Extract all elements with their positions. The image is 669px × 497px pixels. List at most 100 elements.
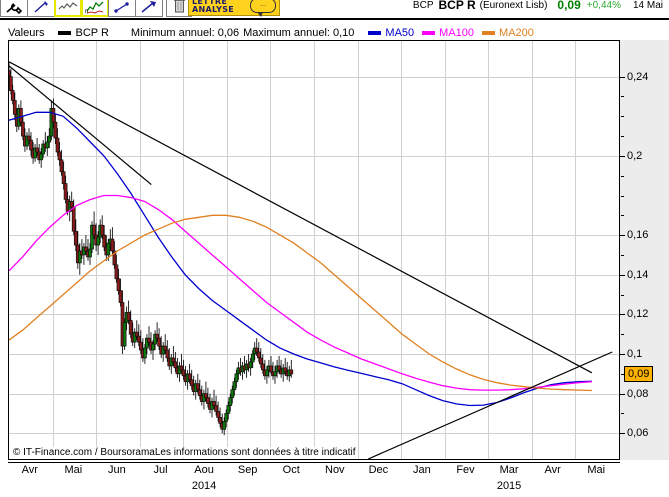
- y-minor-tick: [621, 96, 624, 98]
- y-tick-mark: [620, 274, 625, 276]
- curve-tool-button[interactable]: [54, 0, 82, 17]
- legend-annual-max: Maximum annuel: 0,10: [243, 27, 355, 39]
- arrow-icon: [140, 0, 158, 14]
- arrow-tool-button[interactable]: [135, 0, 163, 17]
- x-tick-label: Oct: [282, 464, 300, 476]
- ma100-color-swatch: [422, 31, 436, 35]
- legend-serie-label: BCP R: [75, 27, 109, 39]
- wrench-icon: [5, 0, 23, 14]
- current-price-badge: 0,09: [624, 365, 654, 382]
- curve-icon: [58, 1, 78, 13]
- plot-bottom-rule: [8, 459, 620, 460]
- lettre-analyse-line1: LETTRE: [192, 0, 228, 6]
- price-axis: 0,24 0,2 0,16 0,14 0,12 0,1 0,08 0,06 0,09: [620, 40, 669, 460]
- x-year-label: 2015: [496, 480, 522, 492]
- ma50-color-swatch: [368, 31, 382, 35]
- pen-icon: [33, 0, 49, 14]
- axis-separator: [8, 462, 620, 463]
- legend-ma200-label: MA200: [499, 27, 534, 39]
- trendline-short-resistance: [9, 65, 152, 186]
- x-tick-label: Nov: [325, 464, 345, 476]
- legend-item-serie[interactable]: BCP R: [58, 27, 109, 39]
- toolbar-button-group: n: [0, 0, 192, 18]
- y-tick-mark: [620, 235, 625, 237]
- copyright-notice: © IT-Finance.com / BoursoramaLes informa…: [12, 447, 357, 458]
- x-tick-label: Avr: [21, 464, 38, 476]
- ticker-date: 14 Mai: [632, 0, 663, 11]
- y-tick-label: 0,2: [627, 149, 643, 162]
- legend-item-ma200[interactable]: MA200: [482, 27, 534, 39]
- speech-bubble-icon: ...: [250, 0, 276, 17]
- y-minor-tick: [621, 254, 624, 256]
- y-minor-tick: [621, 334, 624, 336]
- x-tick-label: Mai: [587, 464, 606, 476]
- legend-annual-min: Minimum annuel: 0,06: [130, 27, 240, 39]
- x-year-label: 2014: [191, 480, 217, 492]
- price-chart-plot[interactable]: [8, 40, 620, 460]
- indicator-tool-button[interactable]: n: [81, 0, 109, 17]
- y-minor-tick: [621, 136, 624, 138]
- x-tick-label: Jan: [413, 464, 431, 476]
- chart-canvas: [9, 41, 619, 459]
- y-minor-tick: [621, 215, 624, 217]
- wrench-tool-button[interactable]: [0, 0, 28, 17]
- ticker-code: BCP: [412, 0, 434, 11]
- x-tick-label: Sep: [237, 464, 258, 476]
- ma-line-MA200: [9, 214, 592, 392]
- y-minor-tick: [621, 413, 624, 415]
- legend-ma100-label: MA100: [439, 27, 475, 39]
- segment-tool-button[interactable]: [108, 0, 136, 17]
- y-tick-mark: [620, 354, 625, 355]
- y-minor-tick: [621, 175, 624, 177]
- ma-line-MA100: [9, 194, 592, 391]
- date-axis: Avr Mai Jun Jul Aou Sep Oct Nov Dec Jan Fev Mar Avr M…: [8, 462, 620, 497]
- ticker-change: +0,44%: [586, 0, 621, 11]
- trendline-descending-resistance: [9, 61, 593, 374]
- x-tick-label: Fev: [456, 464, 475, 476]
- ticker-market: (Euronext Lisb): [479, 0, 548, 11]
- toolbar: n LETTRE ANALYSE: [0, 0, 669, 20]
- y-tick-label: 0,08: [627, 387, 649, 400]
- x-tick-label: Dec: [368, 464, 389, 476]
- lettre-analyse-button[interactable]: LETTRE ANALYSE ...: [188, 0, 280, 17]
- x-tick-label: Jun: [108, 464, 126, 476]
- legend-item-ma50[interactable]: MA50: [368, 27, 414, 39]
- pen-tool-button[interactable]: [27, 0, 55, 17]
- y-tick-mark: [620, 314, 625, 316]
- y-tick-label: 0,14: [627, 268, 649, 281]
- y-tick-label: 0,1: [627, 348, 643, 360]
- delete-button[interactable]: [166, 0, 192, 17]
- legend-item-ma100[interactable]: MA100: [422, 27, 474, 39]
- y-tick-label: 0,06: [627, 427, 649, 440]
- x-tick-label: Avr: [544, 464, 561, 476]
- legend-ma50-label: MA50: [385, 27, 415, 39]
- indicator-icon: n: [85, 0, 105, 14]
- ma200-color-swatch: [482, 31, 496, 35]
- legend-title: Valeurs: [8, 27, 45, 39]
- y-minor-tick: [621, 116, 624, 118]
- x-tick-label: Mar: [499, 464, 519, 476]
- y-minor-tick: [621, 294, 624, 296]
- y-minor-tick: [621, 373, 624, 375]
- x-tick-label: Mai: [64, 464, 83, 476]
- y-tick-label: 0,12: [627, 308, 649, 321]
- ticker-price: 0,09: [557, 0, 581, 12]
- segment-icon: [113, 1, 131, 14]
- svg-text:n: n: [85, 9, 88, 14]
- y-tick-label: 0,16: [627, 229, 649, 242]
- lettre-analyse-line2: ANALYSE: [192, 5, 235, 14]
- trendline-ascending-support: [367, 351, 613, 459]
- trash-icon: [173, 0, 185, 16]
- ticker-bar: BCP BCP R (Euronext Lisb) 0,09 +0,44% 14…: [413, 0, 663, 14]
- y-tick-label: 0,24: [627, 70, 649, 83]
- y-tick-mark: [620, 76, 625, 78]
- y-tick-mark: [620, 393, 625, 395]
- x-tick-label: Jul: [153, 464, 168, 476]
- y-tick-mark: [620, 155, 625, 157]
- chart-legend: Valeurs BCP R Minimum annuel: 0,06 Maxim…: [8, 26, 620, 40]
- y-minor-tick: [621, 195, 624, 197]
- y-tick-mark: [620, 433, 625, 435]
- x-tick-label: Aou: [194, 464, 214, 476]
- ticker-name: BCP R: [438, 0, 476, 12]
